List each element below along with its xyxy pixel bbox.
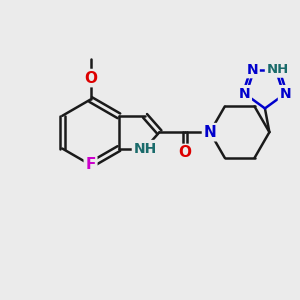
Text: N: N: [280, 87, 291, 100]
Text: N: N: [204, 125, 216, 140]
Text: N: N: [239, 87, 250, 100]
Text: O: O: [84, 70, 97, 86]
Text: NH: NH: [266, 63, 289, 76]
Text: N: N: [247, 63, 258, 77]
Text: O: O: [178, 146, 191, 160]
Text: NH: NH: [134, 142, 157, 155]
Text: F: F: [85, 158, 96, 172]
